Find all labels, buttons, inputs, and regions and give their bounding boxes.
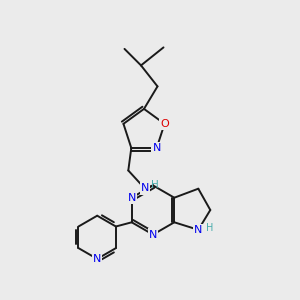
Text: O: O — [160, 119, 169, 129]
Text: N: N — [128, 193, 136, 203]
Text: N: N — [152, 143, 161, 153]
Text: N: N — [149, 230, 157, 240]
Text: N: N — [93, 254, 101, 264]
Text: H: H — [206, 223, 213, 233]
Text: N: N — [141, 184, 149, 194]
Text: H: H — [152, 180, 159, 190]
Text: N: N — [194, 225, 202, 235]
